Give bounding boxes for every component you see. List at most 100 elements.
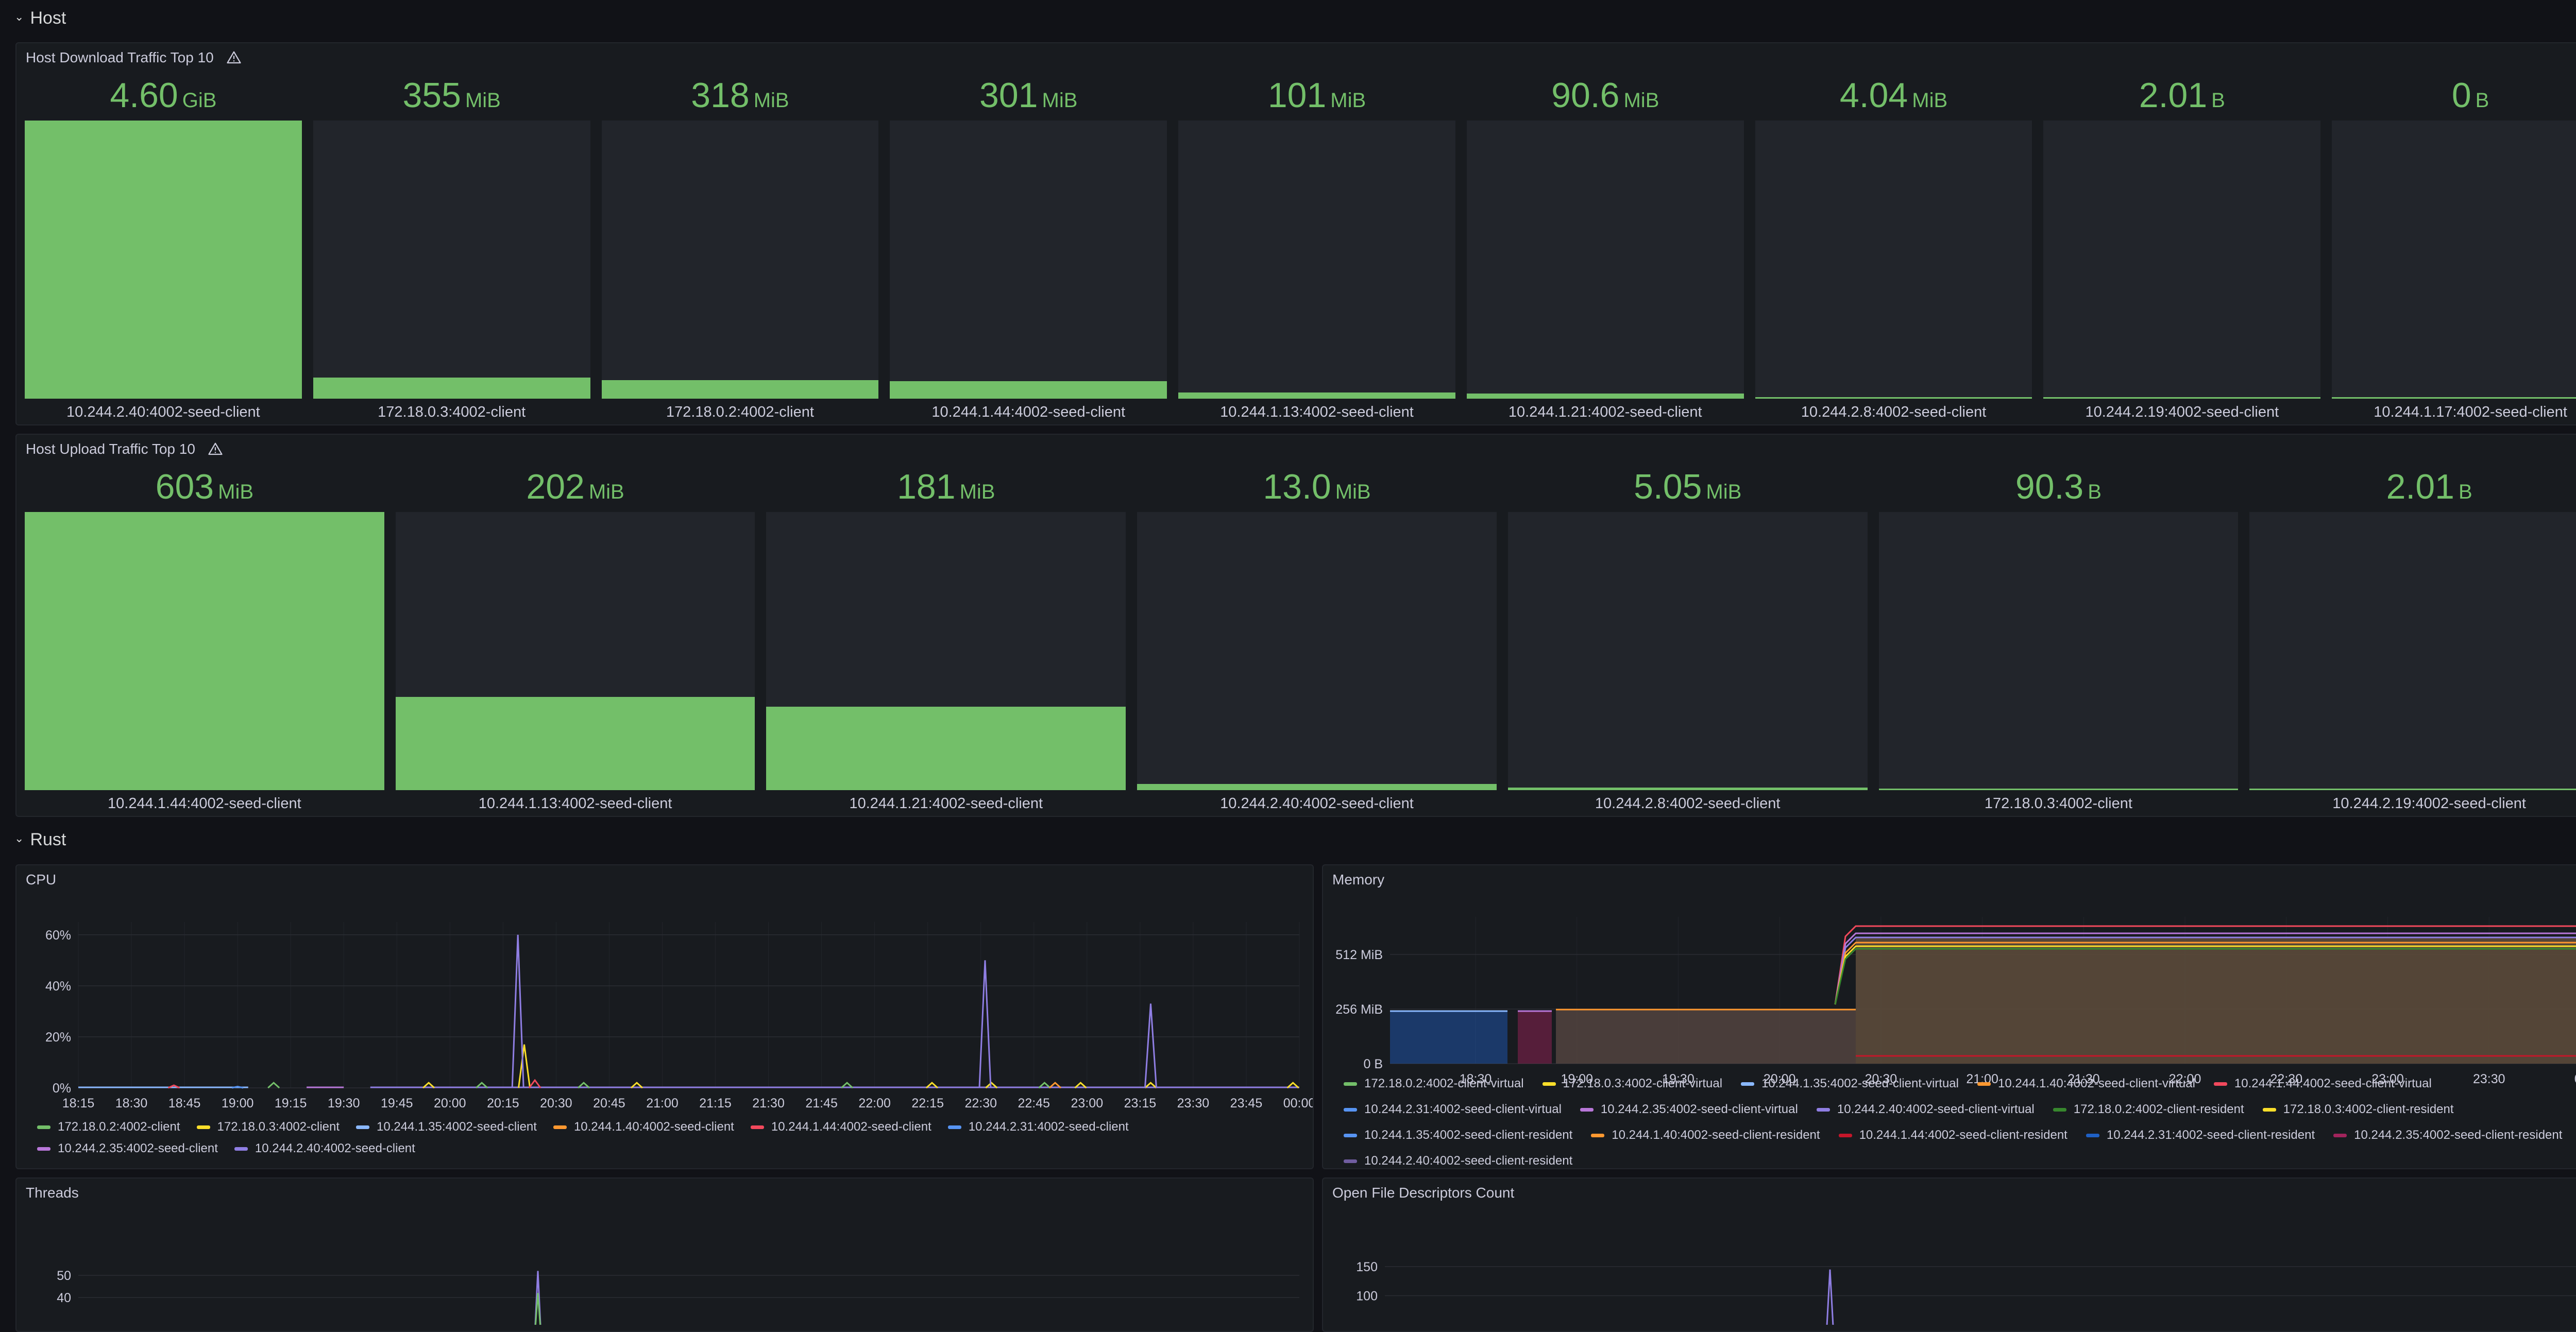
legend-label: 172.18.0.2:4002-client (58, 1120, 180, 1134)
bar-gauge-item[interactable]: 90.6 MiB 10.244.1.21:4002-seed-client (1466, 43, 1744, 424)
bar-value-unit: GiB (182, 89, 217, 112)
row-header-host[interactable]: ⌄ Host (14, 5, 66, 31)
bar-gauge-item[interactable]: 202 MiB 10.244.1.13:4002-seed-client (395, 435, 755, 816)
bar-gauge-item[interactable]: 101 MiB 10.244.1.13:4002-seed-client (1178, 43, 1455, 424)
legend-item[interactable]: 10.244.2.31:4002-seed-client (947, 1120, 1129, 1134)
bar-gauge-item[interactable]: 2.01 B 10.244.2.19:4002-seed-client (2249, 435, 2576, 816)
bar-fill (313, 378, 590, 399)
legend-item[interactable]: 10.244.2.35:4002-seed-client (37, 1141, 218, 1156)
chevron-down-icon: ⌄ (14, 832, 24, 845)
bar-gauge-item[interactable]: 318 MiB 172.18.0.2:4002-client (601, 43, 879, 424)
bar-value: 603 MiB (25, 467, 384, 507)
legend-item[interactable]: 172.18.0.3:4002-client-virtual (1542, 1077, 1722, 1091)
legend-swatch (1344, 1133, 1357, 1137)
legend-item[interactable]: 10.244.2.40:4002-seed-client-resident (1344, 1154, 1572, 1165)
x-tick-label: 22:15 (911, 1096, 944, 1111)
bar-gauge-item[interactable]: 4.04 MiB 10.244.2.8:4002-seed-client (1755, 43, 2032, 424)
bar-value-number: 90.3 (2015, 467, 2084, 506)
bar-value: 4.04 MiB (1755, 75, 2032, 115)
warning-icon[interactable] (208, 441, 223, 457)
memory-chart[interactable]: 0 B 256 MiB 512 MiB 18:30 19:00 19:30 20:00 20:… (1323, 907, 2576, 1113)
y-tick-label: 0% (53, 1081, 71, 1096)
legend-item[interactable]: 10.244.1.40:4002-seed-client-resident (1591, 1128, 1820, 1142)
fds-chart[interactable]: 100 150 (1323, 1211, 2576, 1325)
legend-item[interactable]: 10.244.2.40:4002-seed-client (234, 1141, 415, 1156)
series-spike (841, 1082, 854, 1089)
threads-chart[interactable]: 40 50 (16, 1211, 1314, 1325)
legend-item[interactable]: 10.244.1.40:4002-seed-client (553, 1120, 734, 1134)
bar-fill (1755, 397, 2032, 399)
legend-item[interactable]: 10.244.1.44:4002-seed-client-resident (1838, 1128, 2067, 1142)
warning-icon[interactable] (226, 50, 242, 65)
series-spike (422, 1082, 435, 1089)
x-tick-label: 18:30 (115, 1096, 148, 1111)
legend-item[interactable]: 10.244.2.31:4002-seed-client-virtual (1344, 1102, 1562, 1117)
legend-item[interactable]: 172.18.0.2:4002-client-virtual (1344, 1077, 1524, 1091)
bar-label: 172.18.0.2:4002-client (666, 404, 814, 420)
legend-item[interactable]: 172.18.0.3:4002-client (196, 1120, 340, 1134)
legend-item[interactable]: 172.18.0.2:4002-client (37, 1120, 180, 1134)
series-spike (476, 1082, 488, 1089)
bar-gauge-item[interactable]: 4.60 GiB 10.244.2.40:4002-seed-client (25, 43, 302, 424)
bar-gauge-item[interactable]: 301 MiB 10.244.1.44:4002-seed-client (890, 43, 1167, 424)
bar-gauge-item[interactable]: 355 MiB 172.18.0.3:4002-client (313, 43, 590, 424)
bar-gauge-item[interactable]: 13.0 MiB 10.244.2.40:4002-seed-client (1137, 435, 1497, 816)
row-header-rust[interactable]: ⌄ Rust (14, 827, 66, 852)
bar-label: 10.244.1.44:4002-seed-client (931, 404, 1126, 420)
legend-item[interactable]: 172.18.0.2:4002-client-resident (2053, 1102, 2244, 1117)
x-tick-label: 19:30 (328, 1096, 360, 1111)
bar-gauge-item[interactable]: 181 MiB 10.244.1.21:4002-seed-client (766, 435, 1126, 816)
bar-gauge-item[interactable]: 0 B 10.244.1.17:4002-seed-client (2332, 43, 2576, 424)
legend-item[interactable]: 10.244.2.35:4002-seed-client-resident (2333, 1128, 2562, 1142)
bar-value: 202 MiB (396, 467, 755, 507)
legend-swatch (2262, 1107, 2276, 1112)
legend-item[interactable]: 172.18.0.3:4002-client-resident (2262, 1102, 2454, 1117)
bar-value-unit: MiB (959, 481, 995, 503)
x-tick-label: 23:45 (1230, 1096, 1263, 1111)
legend-label: 172.18.0.3:4002-client-resident (2283, 1102, 2454, 1116)
memory-panel: Memory 0 B 256 MiB 512 MiB 18:30 19:00 19:30 2… (1322, 864, 2576, 1169)
bar-gauge-item[interactable]: 90.3 B 172.18.0.3:4002-client (1878, 435, 2239, 816)
bar-value: 4.60 GiB (25, 75, 302, 115)
panel-title-text: Memory (1332, 872, 1385, 887)
legend-swatch (356, 1125, 370, 1129)
legend-label: 10.244.1.44:4002-seed-client-virtual (2234, 1077, 2432, 1090)
x-tick-label: 21:15 (699, 1096, 732, 1111)
series-spike (1286, 1082, 1299, 1089)
y-tick-label: 60% (45, 928, 71, 943)
legend-item[interactable]: 10.244.2.31:4002-seed-client-resident (2086, 1128, 2315, 1142)
legend-label: 10.244.2.35:4002-seed-client-virtual (1600, 1102, 1798, 1116)
legend-item[interactable]: 10.244.1.40:4002-seed-client-virtual (1977, 1077, 2195, 1091)
bar-value-number: 301 (979, 76, 1038, 115)
legend-item[interactable]: 10.244.2.35:4002-seed-client-virtual (1580, 1102, 1798, 1117)
bar-gauge-item[interactable]: 603 MiB 10.244.1.44:4002-seed-client (25, 435, 384, 816)
bar-track (1507, 512, 1868, 790)
bar-fill (601, 380, 879, 399)
legend-item[interactable]: 10.244.1.35:4002-seed-client-virtual (1741, 1077, 1959, 1091)
legend-item[interactable]: 10.244.1.44:4002-seed-client (750, 1120, 931, 1134)
bar-value: 2.01 B (2249, 467, 2576, 507)
bar-value-number: 2.01 (2139, 76, 2208, 115)
x-tick-label: 23:30 (1177, 1096, 1210, 1111)
x-tick-label: 23:15 (1124, 1096, 1157, 1111)
download-panel: Host Download Traffic Top 10 ⋮ 4.60GiB10… (15, 42, 2576, 425)
bar-track (25, 512, 384, 790)
bar-gauge-item[interactable]: 2.01 B 10.244.2.19:4002-seed-client (2043, 43, 2321, 424)
bar-value: 318 MiB (602, 75, 879, 115)
bar-gauge-item[interactable]: 5.05 MiB 10.244.2.8:4002-seed-client (1507, 435, 1868, 816)
legend-label: 10.244.1.35:4002-seed-client (377, 1120, 537, 1134)
legend-item[interactable]: 10.244.2.40:4002-seed-client-virtual (1816, 1102, 2035, 1117)
y-tick-label: 512 MiB (1335, 948, 1383, 962)
legend-swatch (1344, 1082, 1357, 1086)
legend-item[interactable]: 10.244.1.35:4002-seed-client-resident (1344, 1128, 1572, 1142)
legend-item[interactable]: 10.244.1.44:4002-seed-client-virtual (2213, 1077, 2432, 1091)
series-spike (231, 1085, 244, 1089)
series-area (1518, 1011, 1552, 1064)
cpu-chart[interactable]: 0% 20% 40% 60% 18:15 18:30 18:45 19:00 19:15 19:3… (16, 907, 1314, 1133)
series-spike (528, 1079, 541, 1088)
bar-value-unit: MiB (1042, 89, 1078, 112)
bar-value-number: 101 (1267, 76, 1327, 115)
legend-label: 10.244.2.35:4002-seed-client-resident (2354, 1128, 2563, 1142)
legend-item[interactable]: 10.244.1.35:4002-seed-client (356, 1120, 537, 1134)
legend-swatch (750, 1125, 764, 1129)
